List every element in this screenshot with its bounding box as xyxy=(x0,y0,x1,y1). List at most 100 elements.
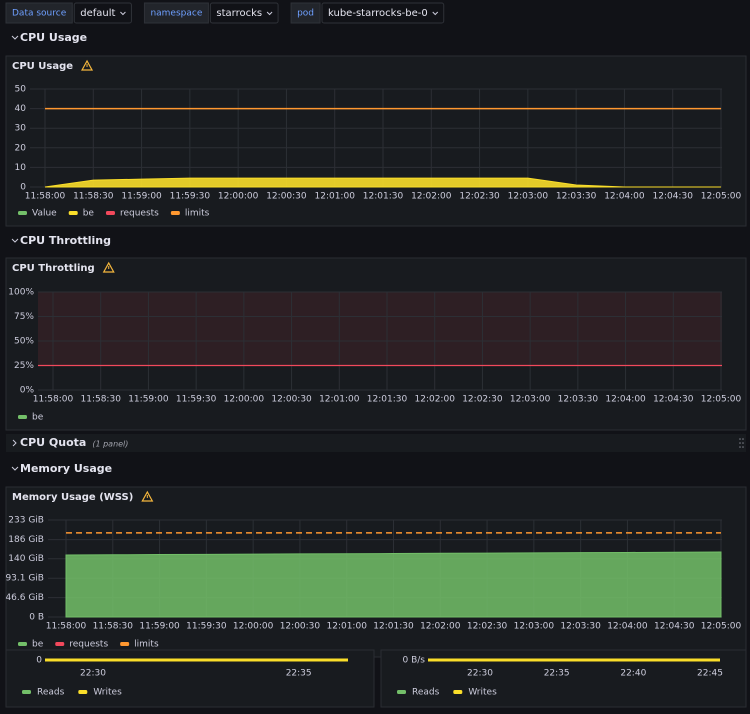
legend-label[interactable]: Writes xyxy=(468,688,497,698)
x-tick-label: 11:59:30 xyxy=(176,395,217,405)
legend-label[interactable]: be xyxy=(32,640,44,650)
x-tick-label: 12:03:30 xyxy=(558,395,599,405)
x-tick-label: 11:58:30 xyxy=(93,622,134,632)
drag-grip xyxy=(739,442,741,444)
drag-grip xyxy=(742,446,744,448)
legend-swatch xyxy=(453,690,463,694)
variable-value: starrocks xyxy=(216,8,262,19)
y-tick-label: 25% xyxy=(14,361,34,371)
warning-icon xyxy=(81,59,94,71)
row-chevron[interactable] xyxy=(12,439,17,447)
x-tick-label: 12:01:00 xyxy=(327,622,368,632)
variable-select[interactable] xyxy=(209,2,279,24)
x-tick-label: 11:59:00 xyxy=(128,395,169,405)
x-tick-label: 12:04:30 xyxy=(653,395,694,405)
x-tick-label: 12:05:00 xyxy=(701,622,742,632)
x-tick-label: 11:58:30 xyxy=(81,395,122,405)
y-tick-label: 100% xyxy=(8,288,34,298)
y-tick-label: 40 xyxy=(15,104,27,114)
legend-swatch xyxy=(78,690,88,694)
legend-label[interactable]: requests xyxy=(120,209,159,219)
x-tick-label: 12:02:00 xyxy=(420,622,461,632)
legend-label[interactable]: Reads xyxy=(37,688,65,698)
drag-grip xyxy=(739,438,741,440)
panel xyxy=(5,257,747,431)
row-chevron[interactable] xyxy=(11,238,19,243)
x-tick-label: 22:35 xyxy=(286,669,312,679)
legend-swatch xyxy=(18,415,27,419)
y-tick-label: 46.6 GiB xyxy=(5,593,44,603)
x-tick-label: 22:30 xyxy=(467,669,493,679)
x-tick-label: 12:00:00 xyxy=(218,192,259,202)
warning-icon xyxy=(141,490,154,502)
legend-swatch xyxy=(397,690,406,694)
x-tick-label: 11:58:00 xyxy=(25,192,66,202)
legend-label[interactable]: be xyxy=(83,209,95,219)
row-chevron[interactable] xyxy=(11,466,19,471)
row-note: (1 panel) xyxy=(92,440,128,449)
legend-swatch xyxy=(68,211,78,215)
legend-label[interactable]: Reads xyxy=(412,688,440,698)
x-tick-label: 12:00:00 xyxy=(233,622,274,632)
series-area xyxy=(44,177,721,188)
x-tick-label: 11:59:00 xyxy=(121,192,162,202)
legend-label[interactable]: Value xyxy=(32,209,57,219)
variable-label: pod xyxy=(297,9,314,19)
row-title[interactable]: CPU Quota xyxy=(20,436,86,449)
variable-label: Data source xyxy=(12,9,67,19)
y-tick-label: 50 xyxy=(15,85,27,95)
y-tick-label: 93.1 GiB xyxy=(5,574,44,584)
x-tick-label: 12:05:00 xyxy=(701,395,742,405)
y-tick-label: 233 GiB xyxy=(8,516,44,526)
x-tick-label: 12:00:00 xyxy=(224,395,265,405)
row-title[interactable]: CPU Throttling xyxy=(20,234,111,247)
x-tick-label: 12:02:00 xyxy=(415,395,456,405)
y-tick-label: 75% xyxy=(14,312,34,322)
drag-grip xyxy=(742,438,744,440)
x-tick-label: 22:30 xyxy=(80,669,106,679)
y-tick-label: 0% xyxy=(20,386,35,396)
x-tick-label: 12:03:30 xyxy=(560,622,601,632)
row-chevron[interactable] xyxy=(11,35,19,40)
legend-swatch xyxy=(18,642,27,646)
variable-label-box xyxy=(143,2,209,24)
x-tick-label: 11:58:00 xyxy=(46,622,87,632)
series-area xyxy=(65,551,722,618)
legend-label[interactable]: limits xyxy=(185,209,210,219)
legend-label[interactable]: Writes xyxy=(93,688,122,698)
variable-select[interactable] xyxy=(73,2,132,24)
variable-label-box xyxy=(290,2,321,24)
x-tick-label: 12:03:00 xyxy=(510,395,551,405)
legend-label[interactable]: requests xyxy=(69,640,108,650)
x-tick-label: 12:01:30 xyxy=(363,192,404,202)
threshold-region xyxy=(38,292,722,366)
x-tick-label: 12:00:30 xyxy=(280,622,321,632)
legend-swatch xyxy=(105,211,115,215)
row-title[interactable]: Memory Usage xyxy=(20,462,112,475)
legend-swatch xyxy=(22,690,31,694)
panel xyxy=(5,55,747,227)
x-tick-label: 12:01:30 xyxy=(367,395,408,405)
variable-select[interactable] xyxy=(321,2,445,24)
x-tick-label: 12:02:30 xyxy=(459,192,500,202)
x-tick-label: 12:01:00 xyxy=(319,395,360,405)
x-tick-label: 12:00:30 xyxy=(271,395,312,405)
x-tick-label: 12:01:30 xyxy=(373,622,414,632)
x-tick-label: 12:04:00 xyxy=(604,192,645,202)
row-title[interactable]: CPU Usage xyxy=(20,31,87,44)
drag-grip xyxy=(739,446,741,448)
dropdown-chevron xyxy=(432,11,439,16)
x-tick-label: 11:59:30 xyxy=(170,192,211,202)
y-tick-label: 140 GiB xyxy=(8,554,44,564)
x-tick-label: 12:02:00 xyxy=(411,192,452,202)
variable-label-box xyxy=(5,2,73,24)
x-tick-label: 11:58:30 xyxy=(73,192,114,202)
x-tick-label: 12:00:30 xyxy=(266,192,307,202)
legend-label[interactable]: be xyxy=(32,413,44,423)
x-tick-label: 12:04:00 xyxy=(607,622,648,632)
x-tick-label: 12:04:00 xyxy=(605,395,646,405)
legend-label[interactable]: limits xyxy=(134,640,159,650)
x-tick-label: 12:01:00 xyxy=(315,192,356,202)
x-tick-label: 11:58:00 xyxy=(33,395,74,405)
